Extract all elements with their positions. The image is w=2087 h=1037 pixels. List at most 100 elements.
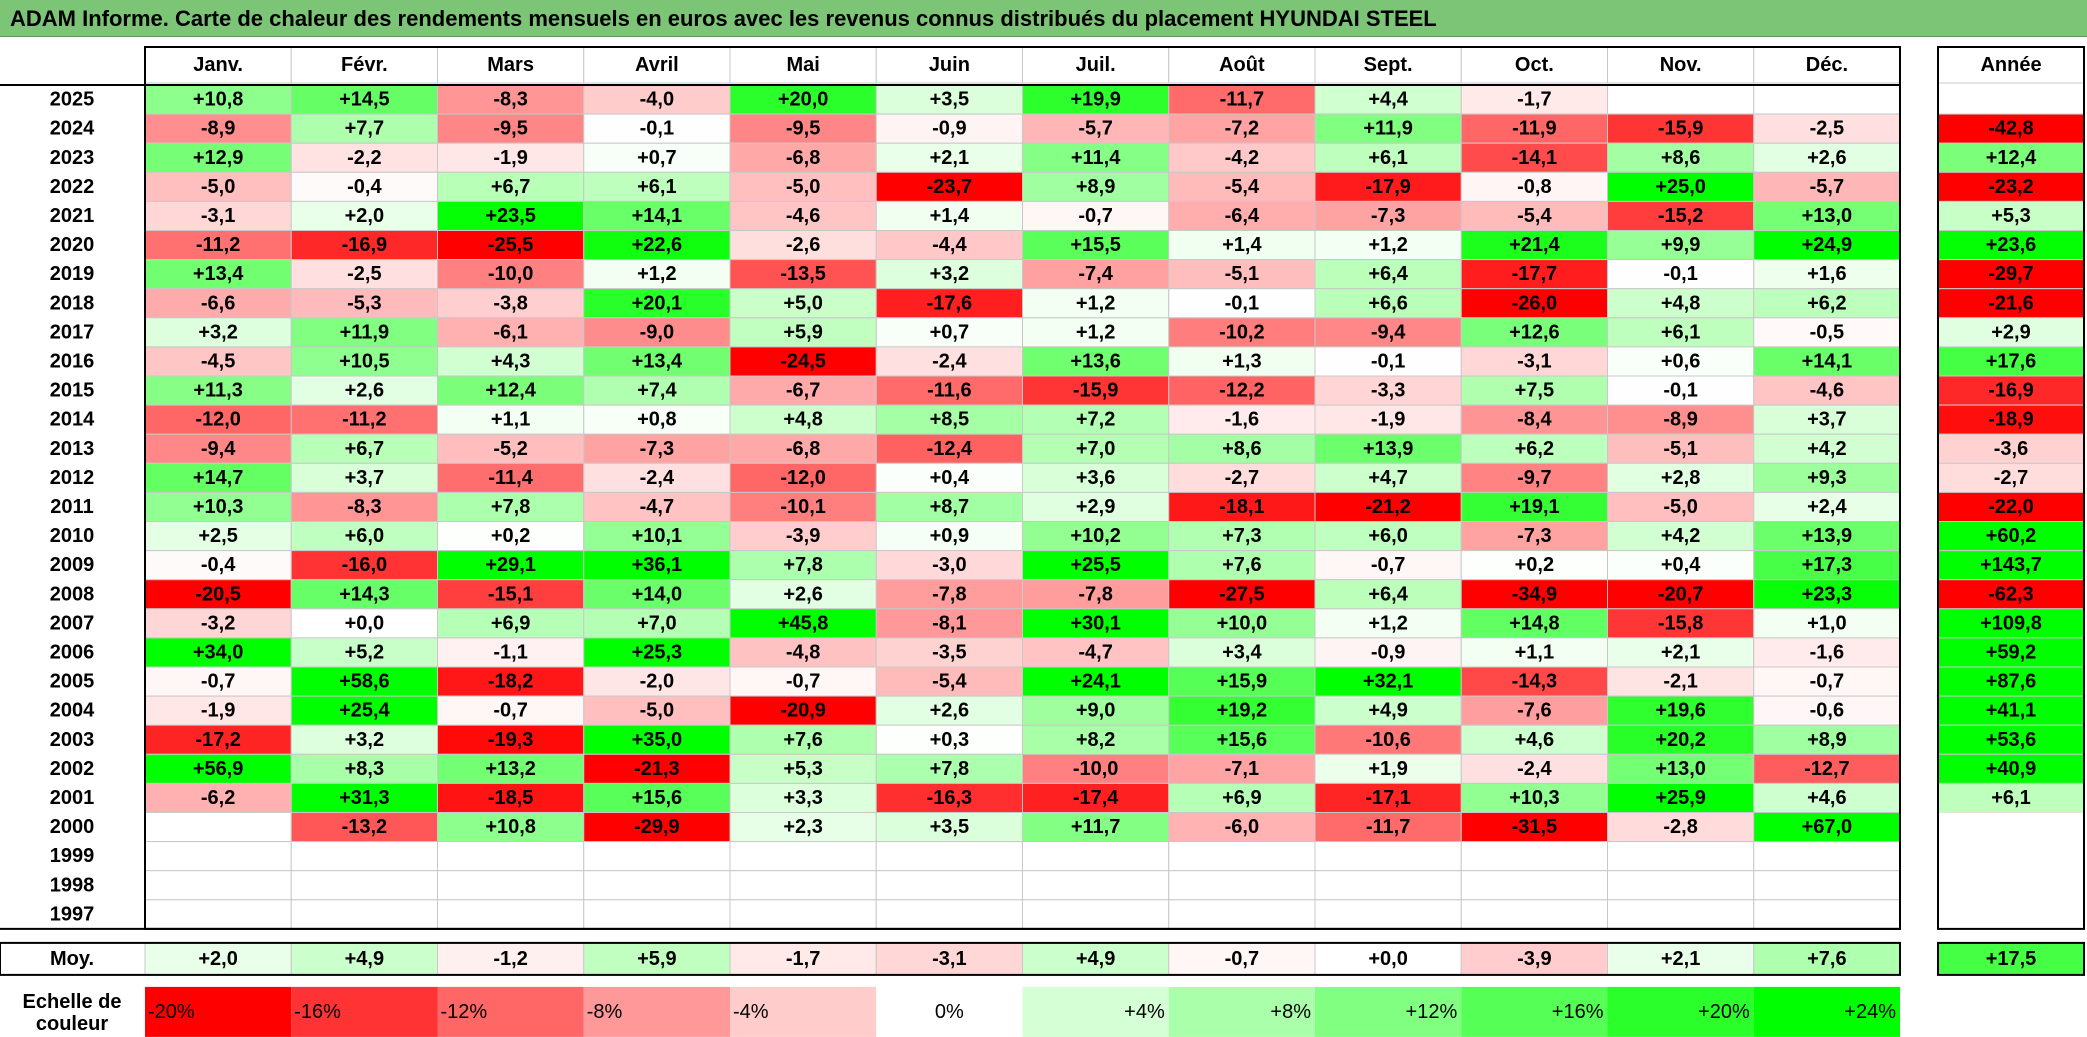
heatmap-cell-value: +7,8 [491,496,530,518]
heatmap-cell [1022,637,1170,668]
heatmap-cell [1753,142,1901,173]
annual-average-cell [1937,941,2085,976]
heatmap-cell-value: -5,7 [1810,176,1844,198]
annual-cell [1937,753,2085,784]
heatmap-cell [1022,899,1170,930]
heatmap-cell-value: -0,8 [1517,176,1551,198]
heatmap-cell [583,230,731,261]
heatmap-cell-value: -17,1 [1365,787,1411,809]
heatmap-cell [144,230,292,261]
annual-cell [1937,782,2085,814]
heatmap-cell [583,288,731,319]
heatmap-cell-value: -1,6 [1225,409,1259,431]
heatmap-cell-value: -8,9 [201,118,235,140]
heatmap-cell-value: +6,9 [1222,787,1261,809]
heatmap-cell-value: +25,4 [339,700,390,722]
heatmap-cell [1168,841,1316,872]
row-year-label: 2004 [50,700,95,722]
heatmap-cell-value: -17,6 [927,292,973,314]
heatmap-cell [875,200,1023,231]
heatmap-cell [729,695,877,726]
heatmap-cell-value: +4,8 [1661,292,1700,314]
heatmap-cell-value: -5,0 [1663,496,1697,518]
heatmap-cell-value: -9,4 [201,438,236,460]
heatmap-cell-value: -17,9 [1365,176,1411,198]
column-header-label: Déc. [1806,54,1848,76]
heatmap-cell [1753,608,1901,639]
heatmap-cell-value: -12,7 [1804,758,1850,780]
heatmap-cell [1314,317,1462,348]
heatmap-cell [290,230,438,261]
average-cell-value: +7,6 [1807,948,1846,970]
heatmap-cell [729,753,877,784]
heatmap-cell-value: +6,4 [1368,263,1408,285]
heatmap-cell-value: -17,7 [1512,263,1558,285]
heatmap-cell [1022,812,1170,843]
heatmap-cell [729,200,877,231]
heatmap-cell [1168,782,1316,814]
row-year-label: 2011 [50,496,93,518]
heatmap-cell [290,521,438,552]
heatmap-cell-value: -5,0 [201,176,235,198]
annual-cell-value: +59,2 [1986,641,2037,663]
heatmap-cell-value: +23,3 [1802,583,1853,605]
heatmap-cell [437,899,585,930]
heatmap-cell-value: -15,8 [1658,612,1704,634]
heatmap-cell-value: +6,0 [1368,525,1407,547]
annual-cell-value: +109,8 [1980,612,2042,634]
heatmap-cell [875,870,1023,901]
heatmap-cell-value: +0,4 [1661,554,1701,576]
heatmap-cell-value: -16,3 [927,787,973,809]
heatmap-cell-value: -5,3 [347,292,381,314]
heatmap-cell [1753,521,1901,552]
annual-cell-value: +17,6 [1986,350,2037,372]
row-year-label: 2015 [50,380,95,402]
heatmap-cell [437,608,585,639]
average-cell-value: +2,1 [1661,948,1700,970]
heatmap-cell-value: -2,4 [640,467,675,489]
heatmap-cell-value: -0,1 [1371,350,1405,372]
heatmap-cell [144,899,292,930]
heatmap-cell-value: -6,8 [786,147,820,169]
heatmap-cell [729,84,877,115]
heatmap-cell [144,870,292,901]
heatmap-cell-value: -0,7 [1078,205,1112,227]
heatmap-cell [1168,899,1316,930]
heatmap-cell-value: +8,7 [930,496,969,518]
annual-cell [1938,870,2084,900]
heatmap-cell [437,521,585,552]
heatmap-cell-value: -2,1 [1663,671,1697,693]
heatmap-cell-value: +3,7 [345,467,384,489]
heatmap-cell [144,346,292,377]
heatmap-cell [1753,782,1901,814]
heatmap-cell-value: -34,9 [1512,583,1558,605]
heatmap-cell [583,899,731,930]
heatmap-cell-value: +2,8 [1661,467,1700,489]
heatmap-cell-value: -14,1 [1512,147,1558,169]
heatmap-cell-value: -1,1 [493,641,527,663]
heatmap-cell-value: +6,0 [345,525,384,547]
heatmap-cell [1753,841,1901,872]
heatmap-cell-value: -13,5 [780,263,826,285]
annual-cell [1938,841,2084,871]
heatmap-cell-value: -9,7 [1517,467,1551,489]
row-year-label: 2018 [50,292,95,314]
heatmap-cell-value: +2,6 [345,380,384,402]
column-header-cell [729,46,877,84]
heatmap-cell-value: +30,1 [1070,612,1121,634]
heatmap-cell-value: -10,0 [1073,758,1119,780]
column-header-label: Avril [635,54,679,76]
heatmap-cell-value: -6,1 [493,321,527,343]
heatmap-cell [437,753,585,784]
heatmap-cell-value: -10,0 [488,263,534,285]
heatmap-cell [290,608,438,639]
heatmap-cell-value: +20,0 [778,89,829,111]
annual-cell-value: +12,4 [1986,147,2037,169]
heatmap-cell [1460,433,1608,464]
heatmap-cell [1168,346,1316,377]
annual-cell-value: -21,6 [1988,292,2034,314]
heatmap-cell [437,491,585,522]
heatmap-cell [1168,870,1316,901]
average-cell [1753,942,1901,976]
heatmap-cell [1460,462,1608,493]
